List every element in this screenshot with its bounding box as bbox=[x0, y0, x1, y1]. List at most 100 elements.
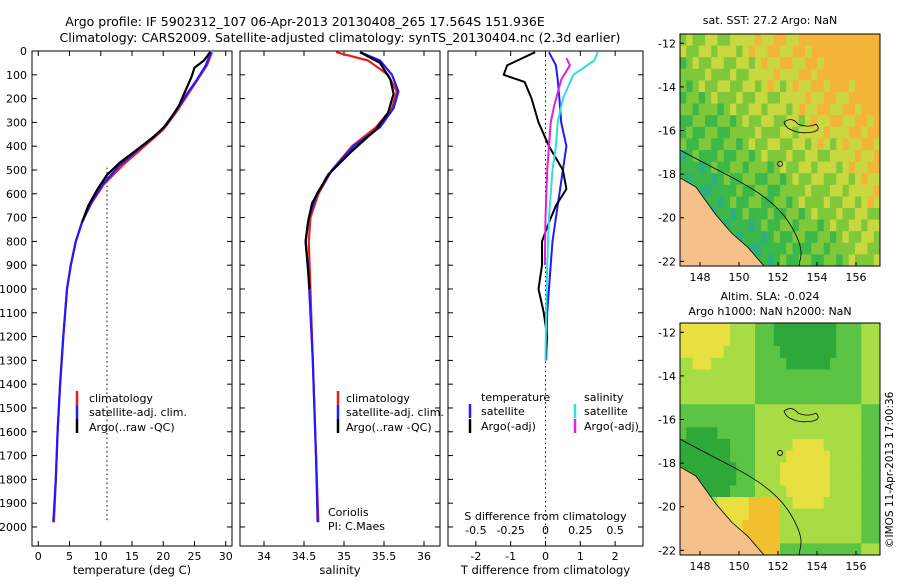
map-cell bbox=[830, 485, 837, 498]
map-cell bbox=[680, 173, 687, 186]
map-cell bbox=[848, 57, 856, 70]
map-cell bbox=[767, 415, 775, 428]
map-cell bbox=[811, 68, 818, 81]
legend-temperature-header: temperature bbox=[481, 391, 550, 404]
map-cell bbox=[855, 34, 862, 47]
map-cell bbox=[798, 184, 806, 197]
map-cell bbox=[686, 103, 693, 116]
map-cell bbox=[748, 369, 756, 382]
lon-tick-label: 148 bbox=[690, 271, 711, 284]
map-cell bbox=[830, 138, 837, 151]
map-cell bbox=[823, 520, 831, 533]
map-cell bbox=[698, 92, 706, 105]
map-cell bbox=[842, 184, 850, 197]
map-cell bbox=[817, 126, 825, 139]
map-cell bbox=[811, 392, 818, 405]
map-cell bbox=[798, 219, 806, 232]
map-cell bbox=[861, 150, 868, 163]
map-cell bbox=[842, 115, 850, 128]
map-cell bbox=[817, 427, 825, 440]
map-cell bbox=[855, 126, 862, 139]
map-cell bbox=[786, 92, 793, 105]
map-cell bbox=[855, 196, 862, 209]
map-cell bbox=[836, 415, 843, 428]
map-cell bbox=[755, 92, 762, 105]
map-cell bbox=[686, 68, 693, 81]
map-cell bbox=[730, 126, 737, 139]
map-cell bbox=[855, 520, 862, 533]
map-cell bbox=[823, 439, 831, 452]
map-cell bbox=[723, 439, 731, 452]
map-cell bbox=[855, 254, 862, 267]
depth-tick-label: 1300 bbox=[0, 354, 27, 367]
map-cell bbox=[848, 115, 856, 128]
map-cell bbox=[848, 369, 856, 382]
map-cell bbox=[748, 520, 756, 533]
map-cell bbox=[761, 92, 768, 105]
bathymetry-contour bbox=[679, 149, 802, 267]
map-cell bbox=[848, 254, 856, 267]
map-cell bbox=[780, 126, 787, 139]
map-cell bbox=[698, 138, 706, 151]
map-cell bbox=[805, 34, 812, 47]
map-cell bbox=[761, 381, 768, 394]
map-cell bbox=[817, 520, 825, 533]
map-cell bbox=[873, 68, 881, 81]
map-cell bbox=[780, 138, 787, 151]
map-cell bbox=[680, 57, 687, 70]
map-cell bbox=[717, 427, 725, 440]
map-cell bbox=[711, 415, 718, 428]
map-cell bbox=[730, 462, 737, 475]
legend-t-argo-label: Argo(-adj) bbox=[481, 420, 536, 433]
map-cell bbox=[830, 161, 837, 174]
map-cell bbox=[692, 357, 700, 370]
map-cell bbox=[755, 34, 762, 47]
map-cell bbox=[805, 138, 812, 151]
map-cell bbox=[817, 45, 825, 58]
map-cell bbox=[686, 45, 693, 58]
map-cell bbox=[798, 138, 806, 151]
map-cell bbox=[842, 254, 850, 267]
map-cell bbox=[780, 485, 787, 498]
map-cell bbox=[773, 92, 781, 105]
map-cell bbox=[823, 415, 831, 428]
x-tick-label: 15 bbox=[125, 550, 139, 563]
map-cell bbox=[705, 161, 712, 174]
map-cell bbox=[836, 392, 843, 405]
map-cell bbox=[842, 415, 850, 428]
map-cell bbox=[842, 208, 850, 221]
map-cell bbox=[723, 173, 731, 186]
map-cell bbox=[811, 231, 818, 244]
map-cell bbox=[755, 508, 762, 521]
map-cell bbox=[842, 92, 850, 105]
map-cell bbox=[848, 415, 856, 428]
map-cell bbox=[836, 57, 843, 70]
map-cell bbox=[830, 184, 837, 197]
map-cell bbox=[855, 415, 862, 428]
map-cell bbox=[767, 508, 775, 521]
map-cell bbox=[861, 439, 868, 452]
legend-sat-label: satellite-adj. clim. bbox=[89, 406, 187, 419]
lat-tick-label: -20 bbox=[658, 501, 676, 514]
map-cell bbox=[836, 473, 843, 486]
map-cell bbox=[830, 357, 837, 370]
map-cell bbox=[786, 369, 793, 382]
map-cell bbox=[830, 543, 837, 556]
map-cell bbox=[748, 427, 756, 440]
map-cell bbox=[861, 173, 868, 186]
map-cell bbox=[767, 92, 775, 105]
map-cell bbox=[861, 68, 868, 81]
map-cell bbox=[792, 404, 800, 417]
map-cell bbox=[848, 473, 856, 486]
map-cell bbox=[792, 508, 800, 521]
map-cell bbox=[836, 323, 843, 336]
depth-tick-label: 300 bbox=[6, 116, 27, 129]
map-cell bbox=[786, 242, 793, 255]
map-cell bbox=[786, 543, 793, 556]
map-cell bbox=[830, 531, 837, 544]
map-cell bbox=[736, 150, 743, 163]
map-cell bbox=[711, 173, 718, 186]
map-cell bbox=[811, 80, 818, 93]
map-cell bbox=[698, 184, 706, 197]
map-cell bbox=[680, 68, 687, 81]
